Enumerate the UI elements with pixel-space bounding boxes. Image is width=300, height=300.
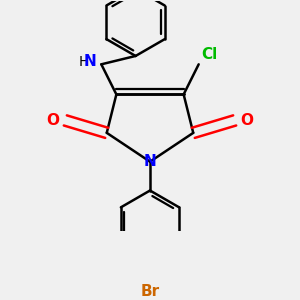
Text: Cl: Cl — [201, 47, 217, 62]
Text: Br: Br — [140, 284, 160, 299]
Text: H: H — [79, 55, 89, 69]
Text: O: O — [46, 113, 59, 128]
Text: N: N — [144, 154, 156, 169]
Text: N: N — [84, 54, 97, 69]
Text: O: O — [241, 113, 254, 128]
